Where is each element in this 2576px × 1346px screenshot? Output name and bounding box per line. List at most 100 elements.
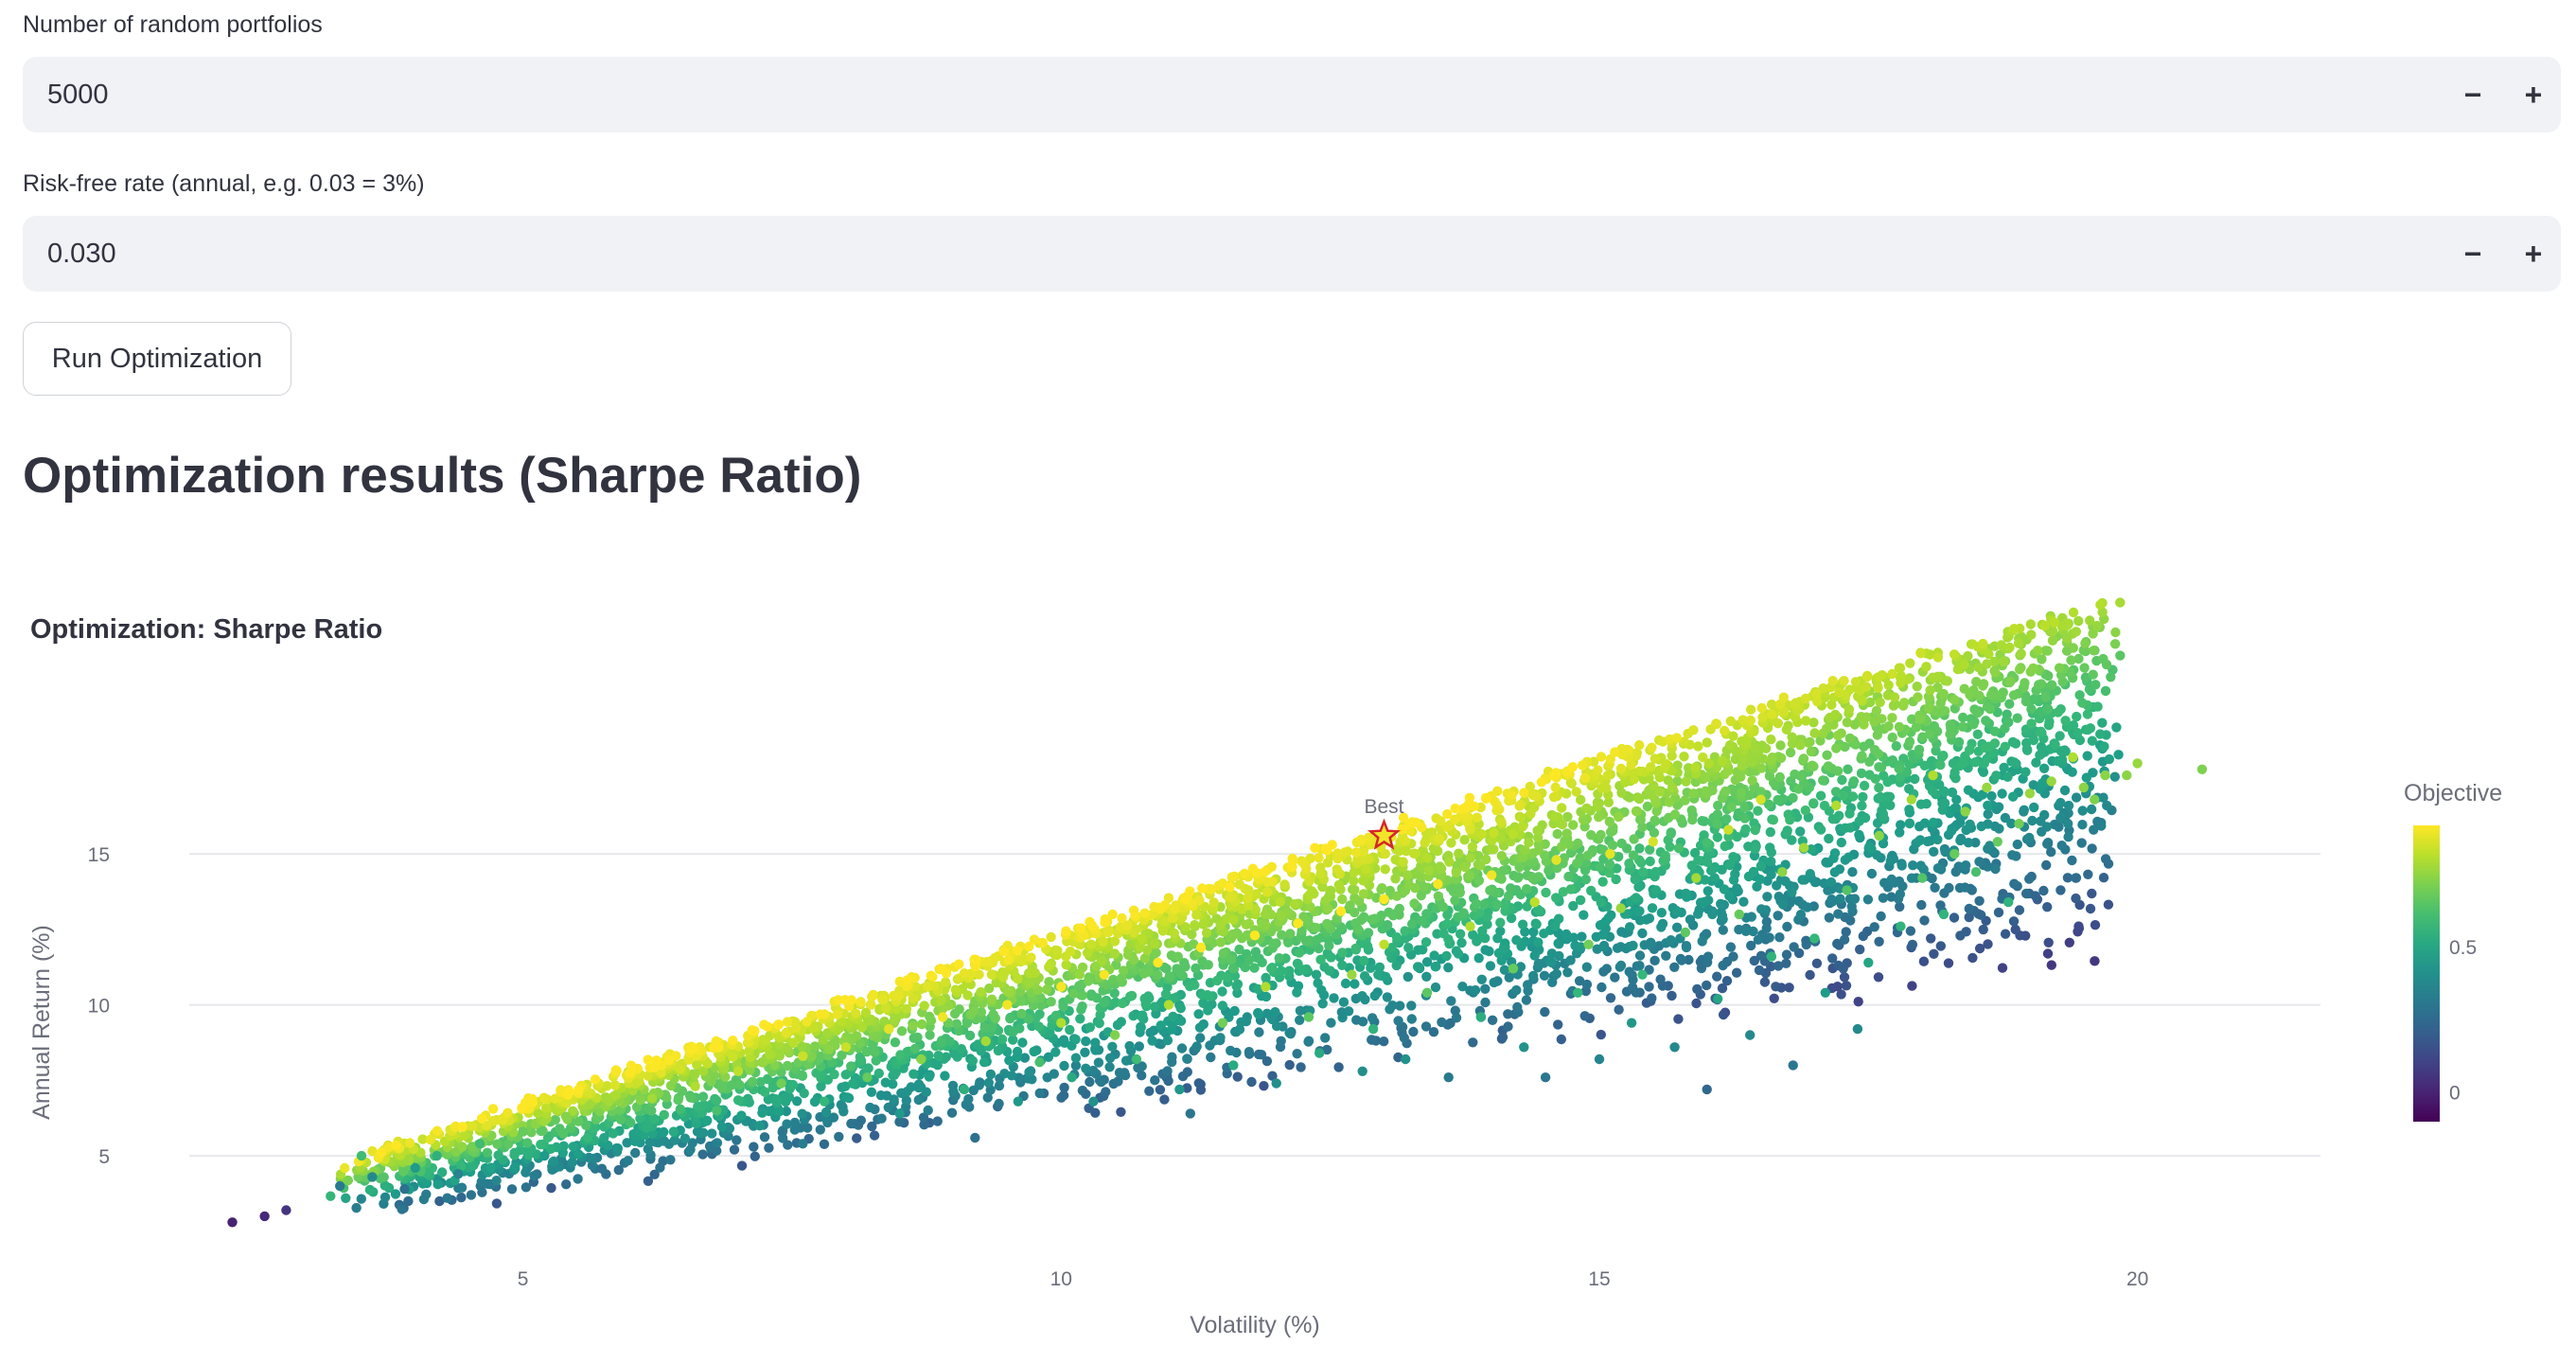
- portfolios-increment-button[interactable]: +: [2524, 78, 2543, 112]
- scatter-point: [1633, 881, 1644, 893]
- scatter-point: [947, 1080, 959, 1091]
- scatter-point: [1374, 962, 1385, 972]
- scatter-point: [550, 1093, 560, 1104]
- risk-free-rate-number-input[interactable]: 0.030 − +: [23, 216, 2561, 292]
- scatter-point: [1637, 969, 1648, 980]
- scatter-point: [1972, 708, 1983, 718]
- scatter-point: [1864, 770, 1875, 780]
- scatter-point: [1403, 870, 1413, 880]
- scatter-point: [1367, 1023, 1379, 1035]
- scatter-point: [1108, 974, 1119, 985]
- scatter-point: [2115, 650, 2126, 661]
- scatter-point: [1520, 844, 1530, 856]
- scatter-point: [2012, 839, 2022, 850]
- scatter-point: [1720, 786, 1731, 797]
- risk-free-rate-input-value[interactable]: 0.030: [47, 239, 116, 269]
- scatter-point: [970, 1132, 980, 1143]
- scatter-point: [1959, 659, 1969, 670]
- scatter-point: [1209, 897, 1219, 908]
- risk-free-rate-increment-button[interactable]: +: [2524, 237, 2543, 271]
- scatter-point: [1117, 998, 1128, 1009]
- scatter-point: [2037, 778, 2048, 788]
- scatter-point: [1361, 863, 1371, 875]
- scatter-point: [2000, 741, 2010, 752]
- scatter-point: [1185, 1108, 1196, 1119]
- scatter-point: [1387, 1001, 1398, 1011]
- scatter-point: [379, 1192, 391, 1202]
- scatter-point: [1465, 921, 1475, 931]
- scatter-point: [1986, 790, 1997, 802]
- scatter-point: [1481, 793, 1491, 804]
- scatter-point: [1136, 1022, 1146, 1033]
- scatter-point: [1940, 846, 1950, 858]
- scatter-point: [1965, 819, 1975, 830]
- scatter-point: [1740, 926, 1752, 936]
- scatter-point: [1702, 838, 1712, 848]
- scatter-point: [1978, 638, 1988, 649]
- scatter-point: [1464, 792, 1475, 803]
- scatter-point: [1692, 983, 1703, 995]
- scatter-point: [815, 1009, 825, 1019]
- x-tick-label: 10: [1050, 1268, 1072, 1290]
- scatter-point: [1019, 1053, 1031, 1063]
- scatter-point: [946, 1107, 958, 1118]
- scatter-point: [1046, 997, 1056, 1007]
- scatter-point: [1631, 893, 1642, 903]
- portfolios-input-value[interactable]: 5000: [47, 80, 109, 110]
- scatter-point: [1503, 1009, 1513, 1019]
- scatter-point: [340, 1162, 350, 1174]
- scatter-point: [1711, 718, 1722, 730]
- portfolios-decrement-button[interactable]: −: [2463, 78, 2482, 112]
- scatter-point: [2054, 663, 2065, 673]
- scatter-point: [2071, 893, 2081, 904]
- scatter-point: [1947, 787, 1958, 798]
- scatter-point: [584, 1152, 594, 1163]
- scatter-point: [1189, 939, 1199, 949]
- scatter-point: [2008, 916, 2020, 927]
- scatter-point: [1358, 846, 1368, 858]
- scatter-point: [954, 1004, 964, 1015]
- scatter-point: [1297, 926, 1307, 936]
- scatter-point: [2003, 771, 2013, 782]
- scatter-point: [1693, 741, 1703, 752]
- scatter-point: [1495, 917, 1506, 928]
- scatter-point: [1625, 922, 1635, 932]
- scatter-point: [852, 1133, 862, 1143]
- scatter-point: [1781, 958, 1791, 968]
- scatter-point: [1409, 898, 1420, 909]
- scatter-point: [2062, 873, 2073, 883]
- scatter-point: [869, 1130, 880, 1141]
- scatter-point: [1377, 883, 1387, 894]
- scatter-point: [797, 1041, 807, 1052]
- scatter-point: [1541, 887, 1551, 898]
- scatter-point: [1774, 771, 1786, 783]
- scatter-point: [2046, 960, 2056, 970]
- scatter-point: [1581, 803, 1592, 814]
- scatter-point: [1393, 1052, 1403, 1063]
- run-optimization-button[interactable]: Run Optimization: [23, 322, 291, 396]
- risk-free-rate-decrement-button[interactable]: −: [2463, 237, 2482, 271]
- scatter-point: [1963, 650, 1973, 662]
- scatter-point: [1085, 939, 1097, 949]
- scatter-point: [1782, 825, 1792, 836]
- scatter-point: [792, 1096, 803, 1107]
- scatter-point: [1815, 790, 1826, 801]
- scatter-point: [487, 1116, 498, 1126]
- scatter-point: [880, 1003, 891, 1014]
- scatter-point: [568, 1106, 578, 1116]
- scatter-point: [1660, 850, 1671, 861]
- scatter-point: [1864, 697, 1876, 708]
- scatter-point: [1217, 986, 1227, 997]
- scatter-point: [1514, 801, 1525, 811]
- scatter-point: [1524, 837, 1534, 848]
- scatter-point: [1212, 975, 1223, 986]
- scatter-point: [1856, 768, 1867, 779]
- scatter-point: [1093, 1057, 1104, 1068]
- scatter-point: [2028, 663, 2038, 674]
- scatter-point: [1517, 822, 1528, 832]
- scatter-point: [1437, 1017, 1447, 1028]
- portfolios-number-input[interactable]: 5000 − +: [23, 57, 2561, 133]
- scatter-point: [1428, 1027, 1439, 1037]
- scatter-point: [1935, 941, 1946, 951]
- scatter-point: [1024, 1067, 1034, 1077]
